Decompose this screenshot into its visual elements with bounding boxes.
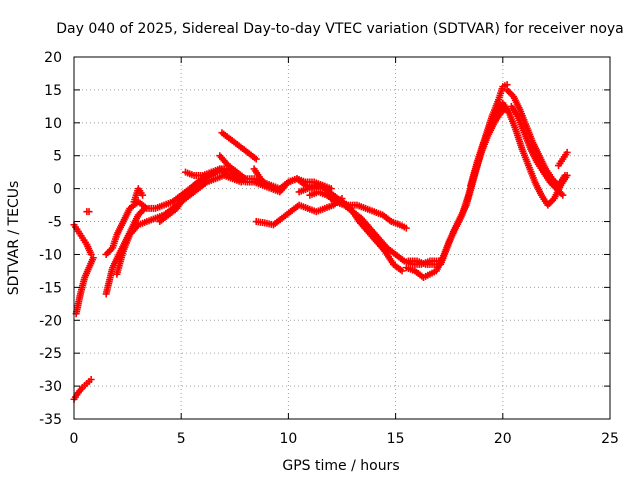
series-track-v — [507, 102, 567, 199]
series-track-s — [404, 81, 511, 268]
grid-lines — [74, 57, 610, 419]
series-track-l — [218, 129, 260, 163]
x-axis-label: GPS time / hours — [282, 458, 399, 474]
y-tick-label: 20 — [44, 50, 62, 66]
axis-ticks — [73, 56, 611, 420]
y-tick-label: -25 — [39, 346, 62, 362]
y-tick-label: -35 — [39, 412, 62, 428]
data-point — [563, 148, 571, 156]
y-tick-label: -15 — [39, 280, 62, 296]
data-point — [398, 267, 406, 275]
series-track-p — [306, 188, 442, 268]
y-tick-label: -10 — [39, 247, 62, 263]
x-tick-label: 10 — [279, 431, 297, 447]
series-track-t — [467, 99, 571, 209]
series-track-b — [72, 254, 97, 318]
series-track-k — [216, 152, 250, 183]
data-point — [561, 171, 569, 179]
series-track-w — [555, 148, 571, 170]
series-track-d — [83, 208, 93, 216]
y-tick-label: 0 — [53, 182, 62, 198]
data-point — [139, 191, 147, 199]
data-point — [85, 208, 93, 216]
chart-title: Day 040 of 2025, Sidereal Day-to-day VTE… — [56, 21, 624, 37]
data-point — [87, 250, 95, 258]
y-tick-label: -20 — [39, 313, 62, 329]
data-points — [70, 81, 571, 403]
series-track-q — [327, 195, 410, 232]
y-tick-label: 10 — [44, 116, 62, 132]
series-track-i — [156, 165, 344, 226]
data-point — [252, 155, 260, 163]
data-point — [263, 181, 271, 189]
x-tick-label: 25 — [601, 431, 619, 447]
series-track-u — [503, 86, 569, 189]
y-tick-labels: 20 15 10 5 0 -5 -10 -15 -20 -25 -30 -35 — [39, 50, 62, 428]
y-tick-label: -5 — [48, 215, 62, 231]
plot-frame — [73, 56, 611, 420]
data-point — [402, 224, 410, 232]
x-tick-label: 20 — [494, 431, 512, 447]
x-tick-label: 5 — [177, 431, 186, 447]
y-tick-label: 5 — [53, 149, 62, 165]
series-track-m — [250, 165, 271, 189]
x-tick-label: 0 — [70, 431, 79, 447]
x-tick-label: 15 — [387, 431, 405, 447]
series-track-h — [130, 185, 147, 206]
y-tick-label: -30 — [39, 379, 62, 395]
y-axis-label: SDTVAR / TECUs — [6, 181, 22, 296]
y-tick-label: 15 — [44, 83, 62, 99]
data-point — [242, 175, 250, 183]
data-point — [559, 191, 567, 199]
series-track-a — [70, 376, 95, 403]
data-point — [87, 376, 95, 384]
x-tick-labels: 0 5 10 15 20 25 — [70, 431, 619, 447]
